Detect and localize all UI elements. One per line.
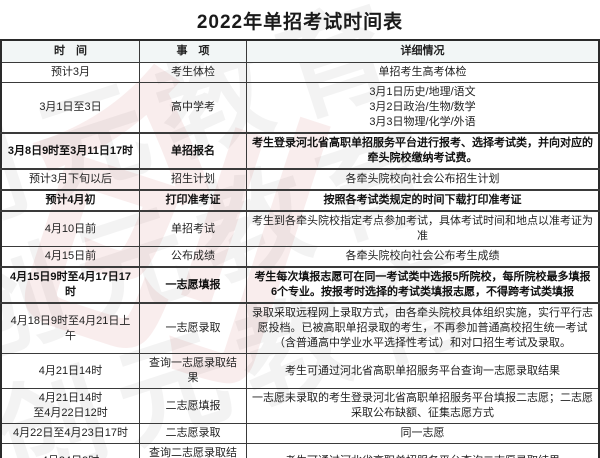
page-title: 2022年单招考试时间表 [196, 12, 404, 33]
detail-cell: 考生可通过河北省高职单招服务平台查询一志愿录取结果 [246, 353, 600, 389]
time-cell: 4月24日9时 [0, 443, 140, 458]
table-row: 4月21日14时 查询一志愿录取结果 考生可通过河北省高职单招服务平台查询一志愿… [0, 353, 600, 389]
item-cell: 单招考试 [139, 210, 247, 247]
time-cell: 4月18日9时至4月21日上午 [0, 302, 140, 354]
item-cell: 查询一志愿录取结果 [139, 353, 247, 389]
item-cell: 查询二志愿录取结果 [139, 443, 247, 458]
table-row: 预计4月初 打印准考证 按照各考试类规定的时间下载打印准考证 [0, 189, 600, 212]
table-row: 4月15日9时至4月17日17时 一志愿填报 考生每次填报志愿可在同一考试类中选… [0, 266, 600, 304]
time-cell: 预计3月 [0, 62, 140, 83]
detail-cell: 各牵头院校向社会公布招生计划 [246, 168, 600, 191]
detail-cell: 录取采取远程网上录取方式，由各牵头院校具体组织实施，实行平行志愿投档。已被高职单… [246, 302, 600, 354]
table-header-row: 时 间 事 项 详细情况 [0, 39, 600, 63]
header-time: 时 间 [0, 39, 140, 63]
item-cell: 考生体检 [139, 62, 247, 83]
detail-cell: 3月1日历史/地理/语文 3月2日政治/生物/数学 3月3日物理/化学/外语 [246, 82, 600, 134]
detail-cell: 单招考生高考体检 [246, 62, 600, 83]
item-cell: 招生计划 [139, 168, 247, 191]
detail-cell: 各牵头院校向社会公布考生成绩 [246, 246, 600, 268]
table-row: 4月10日前 单招考试 考生到各牵头院校指定考点参加考试，具体考试时间和地点以准… [0, 210, 600, 247]
detail-cell: 考生到各牵头院校指定考点参加考试，具体考试时间和地点以准考证为准 [246, 210, 600, 247]
table-row: 预计3月下旬以后 招生计划 各牵头院校向社会公布招生计划 [0, 168, 600, 191]
table-row: 4月24日9时 查询二志愿录取结果 考生可通过河北省高职单招服务平台查询二志愿录… [0, 443, 600, 458]
detail-cell: 同一志愿 [246, 423, 600, 444]
header-detail: 详细情况 [246, 39, 600, 63]
table-row: 预计3月 考生体检 单招考生高考体检 [0, 62, 600, 83]
time-cell: 4月15日前 [0, 246, 140, 268]
item-cell: 高中学考 [139, 82, 247, 134]
time-cell: 4月21日14时 [0, 353, 140, 389]
table-row: 3月8日9时至3月11日17时 单招报名 考生登录河北省高职单招服务平台进行报考… [0, 132, 600, 170]
detail-cell: 一志愿未录取的考生登录河北省高职单招服务平台填报二志愿；二志愿采取公布缺额、征集… [246, 388, 600, 424]
time-cell: 4月22日至4月23日17时 [0, 423, 140, 444]
item-cell: 二志愿录取 [139, 423, 247, 444]
time-cell: 4月21日14时 至4月22日12时 [0, 388, 140, 424]
item-cell: 打印准考证 [139, 189, 247, 212]
time-cell: 预计4月初 [0, 189, 140, 212]
detail-cell: 考生可通过河北省高职单招服务平台查询二志愿录取结果 [246, 443, 600, 458]
time-cell: 预计3月下旬以后 [0, 168, 140, 191]
detail-cell: 按照各考试类规定的时间下载打印准考证 [246, 189, 600, 212]
detail-cell: 考生登录河北省高职单招服务平台进行报考、选择考试类，并向对应的牵头院校缴纳考试费… [246, 132, 600, 170]
time-cell: 3月8日9时至3月11日17时 [0, 132, 140, 170]
item-cell: 二志愿填报 [139, 388, 247, 424]
time-cell: 4月10日前 [0, 210, 140, 247]
exam-schedule-table: 时 间 事 项 详细情况 预计3月 考生体检 单招考生高考体检 3月1日至3日 … [0, 39, 600, 458]
item-cell: 一志愿录取 [139, 302, 247, 354]
table-row: 4月21日14时 至4月22日12时 二志愿填报 一志愿未录取的考生登录河北省高… [0, 388, 600, 424]
item-cell: 公布成绩 [139, 246, 247, 268]
item-cell: 单招报名 [139, 132, 247, 170]
table-row: 4月18日9时至4月21日上午 一志愿录取 录取采取远程网上录取方式，由各牵头院… [0, 302, 600, 354]
table-row: 4月15日前 公布成绩 各牵头院校向社会公布考生成绩 [0, 246, 600, 268]
time-cell: 3月1日至3日 [0, 82, 140, 134]
detail-cell: 考生每次填报志愿可在同一考试类中选报5所院校，每所院校最多填报6个专业。按报考时… [246, 266, 600, 304]
content: 2022年单招考试时间表 时 间 事 项 详细情况 预计3月 考生体检 单招考生… [0, 7, 600, 458]
item-cell: 一志愿填报 [139, 266, 247, 304]
header-item: 事 项 [139, 39, 247, 63]
table-row: 3月1日至3日 高中学考 3月1日历史/地理/语文 3月2日政治/生物/数学 3… [0, 82, 600, 134]
table-row: 4月22日至4月23日17时 二志愿录取 同一志愿 [0, 423, 600, 444]
time-cell: 4月15日9时至4月17日17时 [0, 266, 140, 304]
